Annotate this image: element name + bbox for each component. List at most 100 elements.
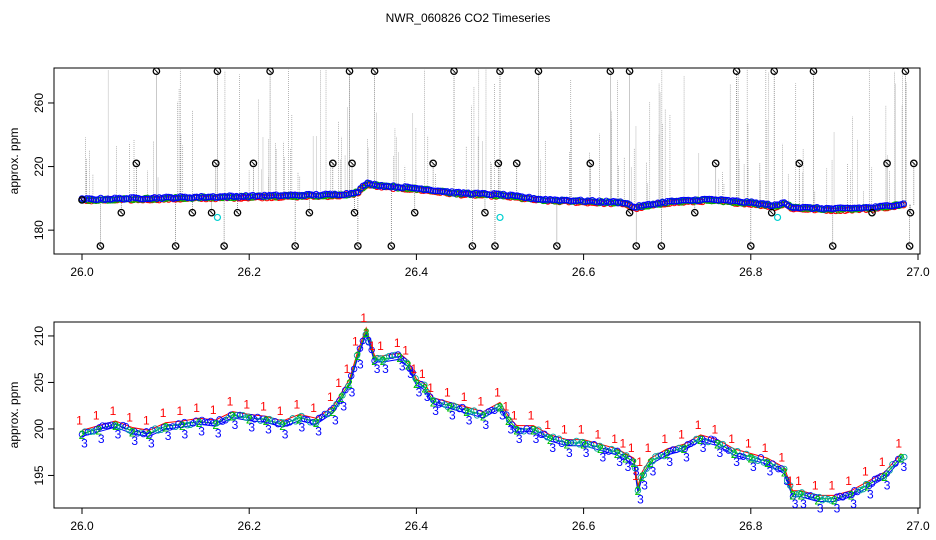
top-baseline-point [408,184,416,192]
bottom-series-label-2: 2 [814,493,821,507]
top-x-tick-label: 26.0 [70,265,94,279]
bottom-point [602,447,610,454]
bottom-series-label-2: 2 [146,428,153,442]
bottom-series-label-3: 3 [115,427,122,441]
top-baseline-point [467,190,474,198]
bottom-point [807,492,814,499]
bottom-point [567,439,574,447]
bottom-point [312,419,320,427]
bottom-series-label-2: 2 [421,382,428,396]
top-spike-marker-cross [797,161,802,166]
bottom-series-label-2: 2 [664,447,671,461]
top-baseline-point [413,185,421,192]
top-spike-marker [348,159,356,168]
bottom-series-label-3: 3 [650,464,657,478]
bottom-series-label-3: 3 [900,460,907,474]
bottom-series-label-1: 1 [377,339,384,353]
bottom-series-label-1: 1 [310,401,317,415]
bottom-series-label-1: 1 [544,418,551,432]
bottom-point [356,345,364,352]
top-spike-marker [152,67,161,76]
top-baseline-point [511,192,519,200]
top-spike-marker-cross [908,210,913,215]
bottom-point [391,351,399,359]
bottom-series-label-2: 2 [296,412,303,426]
top-baseline-point [165,193,172,201]
bottom-series-label-1: 1 [879,455,886,469]
bottom-series-label-1: 1 [578,423,585,437]
top-spike-marker [345,67,354,76]
top-spike-marker-cross [885,161,889,166]
top-y-tick-label: 260 [32,93,46,113]
bottom-series-label-2: 2 [338,391,345,405]
bottom-series-label-1: 1 [862,464,869,478]
top-spike-marker [291,242,300,250]
bottom-series-label-2: 2 [129,425,136,439]
top-spike-marker [552,242,561,250]
bottom-point [611,447,618,455]
top-spike-marker [132,159,141,168]
top-spike-marker [468,242,477,250]
bottom-point [418,381,425,388]
top-spike-marker [657,242,666,250]
bottom-series-label-2: 2 [714,437,721,451]
top-baseline-point [848,205,856,212]
top-baseline-point [205,193,212,201]
bottom-series-label-2: 2 [112,419,119,433]
top-baseline-point [853,204,861,212]
bottom-point [309,419,317,426]
top-spike-marker [213,67,222,76]
top-baseline-point [207,193,215,201]
top-spike-marker [220,242,228,250]
top-baseline-point [879,202,886,210]
bottom-series-label-3: 3 [792,497,799,511]
top-y-tick-label: 220 [32,156,46,176]
bottom-point [859,485,867,493]
bottom-point [555,435,563,442]
top-baseline-point [415,185,423,192]
bottom-series-label-2: 2 [798,489,805,503]
top-spike-marker [491,242,499,250]
top-baseline-point [179,193,186,201]
top-spike-marker-cross [498,69,502,74]
top-spike-marker-cross [588,161,593,166]
bottom-series-label-3: 3 [248,421,255,435]
bottom-point [535,426,542,433]
top-baseline-point [251,193,259,200]
top-baseline-point [888,202,896,210]
top-spike-marker [770,67,779,76]
top-spike-marker-cross [769,210,774,215]
bottom-point [339,392,346,399]
bottom-series-label-1: 1 [76,413,83,427]
bottom-point [421,381,428,389]
bottom-point [368,346,375,354]
bottom-series-label-3: 3 [625,460,632,474]
bottom-series-label-2: 2 [263,414,270,428]
top-baseline-point [130,194,137,201]
bottom-series-label-1: 1 [728,432,735,446]
top-spike-marker [625,67,634,76]
bottom-series-label-3: 3 [416,385,423,399]
top-baseline-point [706,195,713,203]
bottom-series-label-2: 2 [79,428,86,442]
top-baseline-point [265,192,273,199]
top-baseline-point [406,184,414,191]
top-baseline-point [471,189,479,197]
bottom-series-label-3: 3 [349,385,356,399]
top-baseline-point [141,195,149,203]
bottom-series-label-3: 3 [717,446,724,460]
top-cyan-point [496,213,504,222]
top-baseline-point [844,204,851,212]
top-baseline-point [535,195,542,203]
top-baseline-point [289,191,296,199]
top-baseline-point [216,193,224,200]
bottom-point [119,421,127,429]
top-spike-marker [512,159,521,168]
top-baseline-point [277,192,285,199]
top-baseline-point [144,195,151,203]
bottom-series-label-2: 2 [639,470,646,484]
bottom-series-label-2: 2 [781,465,788,479]
top-baseline-point [280,192,287,199]
bottom-point [503,411,510,418]
bottom-point [845,491,852,498]
